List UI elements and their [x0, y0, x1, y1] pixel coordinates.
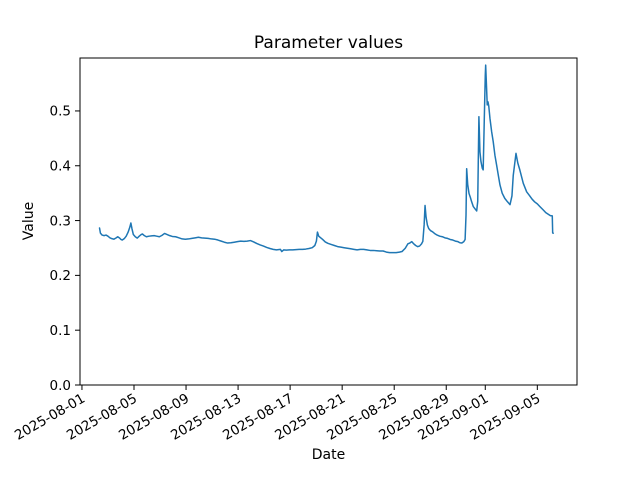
series-line — [98, 64, 554, 254]
y-axis-label: Value — [21, 201, 37, 241]
y-tick-label: 0.1 — [50, 323, 71, 339]
x-axis-label: Date — [311, 447, 346, 463]
y-tick-label: 0.2 — [50, 268, 71, 284]
chart-title: Parameter values — [253, 33, 404, 53]
y-tick-label: 0.4 — [50, 159, 71, 175]
y-tick-label: 0.5 — [50, 104, 71, 120]
y-tick-label: 0.3 — [50, 213, 71, 229]
plot-border — [79, 57, 578, 386]
y-tick-label: 0.0 — [50, 378, 71, 394]
